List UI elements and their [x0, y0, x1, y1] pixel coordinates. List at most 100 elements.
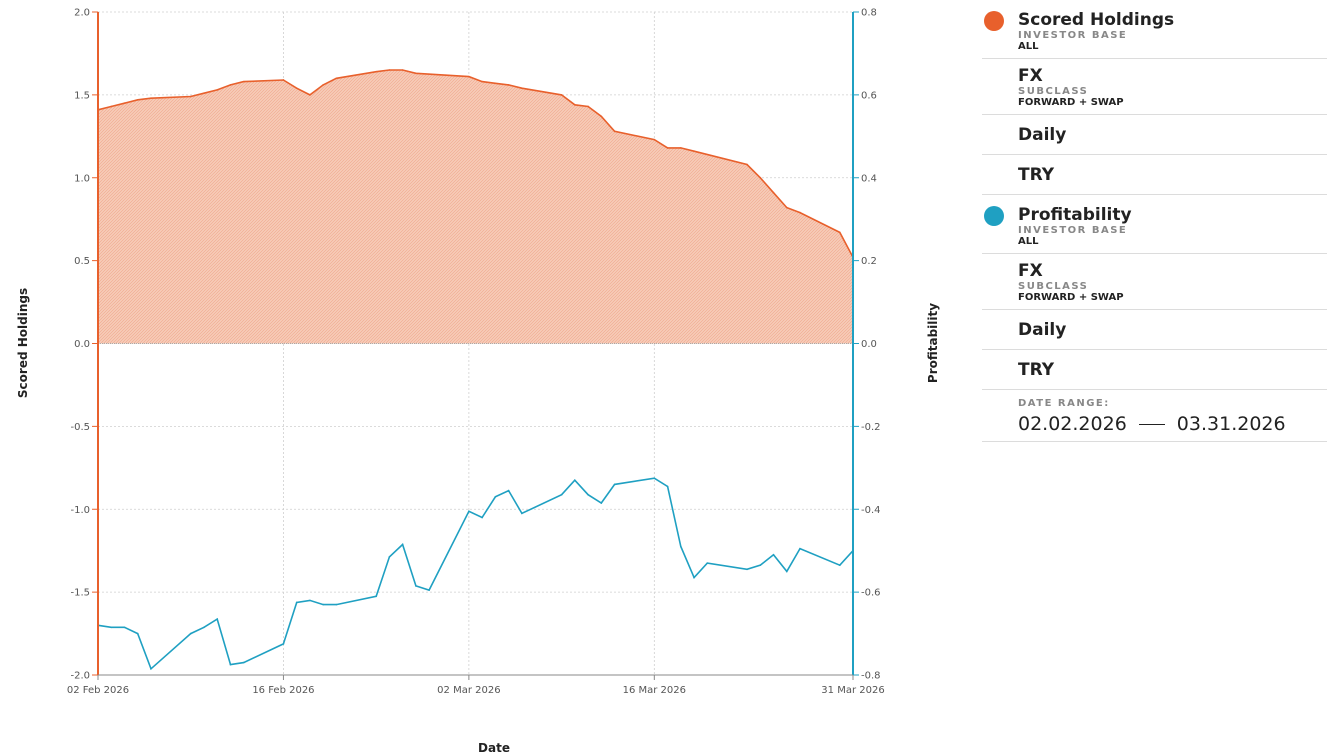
legend-group-profitability[interactable]: Profitability INVESTOR BASE ALL FX SUBCL… [982, 195, 1327, 390]
y-axis-right-title: Profitability [926, 303, 940, 383]
axes [92, 11, 859, 680]
frequency-value: Daily [1018, 125, 1067, 145]
scored-holdings-point [189, 95, 192, 98]
profitability-point [401, 543, 404, 546]
date-to: 03.31.2026 [1176, 413, 1286, 435]
date-from: 02.02.2026 [1018, 413, 1127, 435]
scored-holdings-point [481, 80, 483, 83]
profitability-point [123, 626, 126, 629]
y-left-tick-label: 1.5 [74, 90, 90, 101]
profitability-point [653, 477, 656, 479]
subclass-label: SUBCLASS [1018, 281, 1089, 292]
profitability-point [785, 570, 788, 573]
scored-holdings-point [600, 115, 603, 118]
scored-holdings-point [653, 138, 656, 141]
scored-holdings-point [494, 82, 497, 85]
y-right-tick-label: -0.4 [861, 505, 881, 516]
scored-holdings-point [150, 97, 152, 99]
profitability-point [838, 564, 841, 566]
y-left-tick-label: -2.0 [70, 671, 90, 682]
scored-holdings-point [322, 84, 324, 86]
x-axis-title: Date [478, 741, 510, 755]
y-right-tick-label: -0.2 [861, 422, 881, 433]
scored-holdings-point [388, 69, 391, 71]
scored-holdings-point [229, 84, 232, 86]
profitability-point [666, 485, 669, 488]
currency-value: TRY [1018, 360, 1055, 380]
scored-holdings-point [468, 75, 470, 78]
scored-holdings-point [110, 105, 113, 108]
profitability-point [693, 576, 695, 579]
date-range[interactable]: DATE RANGE: 02.02.2026 03.31.2026 [982, 390, 1327, 442]
legend-series-header: Profitability INVESTOR BASE ALL [982, 195, 1327, 254]
profitability-point [295, 601, 298, 604]
profitability-point [136, 632, 139, 635]
profitability-point [216, 618, 219, 620]
scored-holdings-point [613, 130, 616, 133]
profitability-point [428, 589, 430, 591]
profitability-point [468, 510, 470, 513]
date-range-values: 02.02.2026 03.31.2026 [1018, 413, 1327, 435]
scored-holdings-point [216, 89, 219, 91]
y-right-tick-label: 0.8 [861, 8, 877, 19]
investor-base-label: INVESTOR BASE [1018, 30, 1128, 41]
profitability-point [282, 643, 285, 645]
legend-currency: TRY [982, 350, 1327, 390]
subclass-value: FORWARD + SWAP [1018, 292, 1124, 303]
x-tick-label: 16 Feb 2026 [252, 685, 314, 696]
profitability-point [494, 496, 497, 498]
legend-series-name: Profitability [1018, 205, 1132, 225]
x-tick-label: 02 Feb 2026 [67, 685, 129, 696]
x-tick-label: 02 Mar 2026 [437, 685, 500, 696]
scored-holdings-area-fill [98, 70, 853, 344]
scored-holdings-point [335, 77, 338, 80]
profitability-point [680, 545, 682, 548]
scored-holdings-point [574, 104, 576, 106]
scored-holdings-point [375, 70, 377, 73]
legend-group-scored-holdings[interactable]: Scored Holdings INVESTOR BASE ALL FX SUB… [982, 0, 1327, 195]
profitability-point [481, 516, 483, 519]
legend-currency: TRY [982, 155, 1327, 195]
y-left-tick-label: -1.5 [70, 588, 90, 599]
profitability-point [613, 483, 616, 486]
x-tick-label: 31 Mar 2026 [821, 685, 884, 696]
date-range-label: DATE RANGE: [1018, 398, 1110, 409]
scored-holdings-point [136, 99, 139, 101]
profitability-point [600, 502, 603, 504]
date-separator [1138, 423, 1165, 425]
legend-asset-class: FX SUBCLASS FORWARD + SWAP [982, 254, 1327, 310]
y-axis-left-title: Scored Holdings [16, 288, 30, 398]
y-right-tick-label: 0.6 [861, 90, 877, 101]
subclass-value: FORWARD + SWAP [1018, 97, 1124, 108]
chart: 2.0 1.5 1.0 0.5 0.0 -0.5 -1.0 -1.5 -2.0 0.8 0.6 0.4… [16, 8, 940, 756]
y-right-tick-label: -0.8 [861, 671, 881, 682]
scored-holdings-line [97, 69, 854, 258]
scored-holdings-point [415, 72, 417, 75]
profitability-point [335, 603, 338, 606]
investor-base-label: INVESTOR BASE [1018, 225, 1128, 236]
scored-holdings-point [799, 211, 801, 214]
profitability-point [799, 547, 801, 550]
scored-holdings-point [746, 163, 748, 166]
legend-panel: Scored Holdings INVESTOR BASE ALL FX SUB… [982, 0, 1327, 442]
scored-holdings-point [759, 176, 762, 179]
profitability-series [97, 477, 854, 671]
profitability-point [110, 626, 113, 629]
profitability-point [560, 493, 563, 496]
asset-class-value: FX [1018, 66, 1043, 86]
legend-frequency: Daily [982, 310, 1327, 350]
y-left-tick-label: -1.0 [70, 505, 90, 516]
scored-holdings-point [680, 147, 682, 149]
scored-holdings-point [785, 206, 788, 209]
series-color-dot [984, 11, 1004, 31]
profitability-point [203, 626, 205, 629]
scored-holdings-point [666, 147, 669, 149]
investor-base-value: ALL [1018, 236, 1039, 247]
y-left-tick-label: 2.0 [74, 8, 90, 19]
scored-holdings-point [295, 87, 298, 90]
profitability-point [189, 632, 192, 635]
y-right-tick-label: 0.0 [861, 339, 877, 350]
scored-holdings-point [203, 92, 205, 95]
currency-value: TRY [1018, 165, 1055, 185]
scored-holdings-point [587, 105, 589, 108]
